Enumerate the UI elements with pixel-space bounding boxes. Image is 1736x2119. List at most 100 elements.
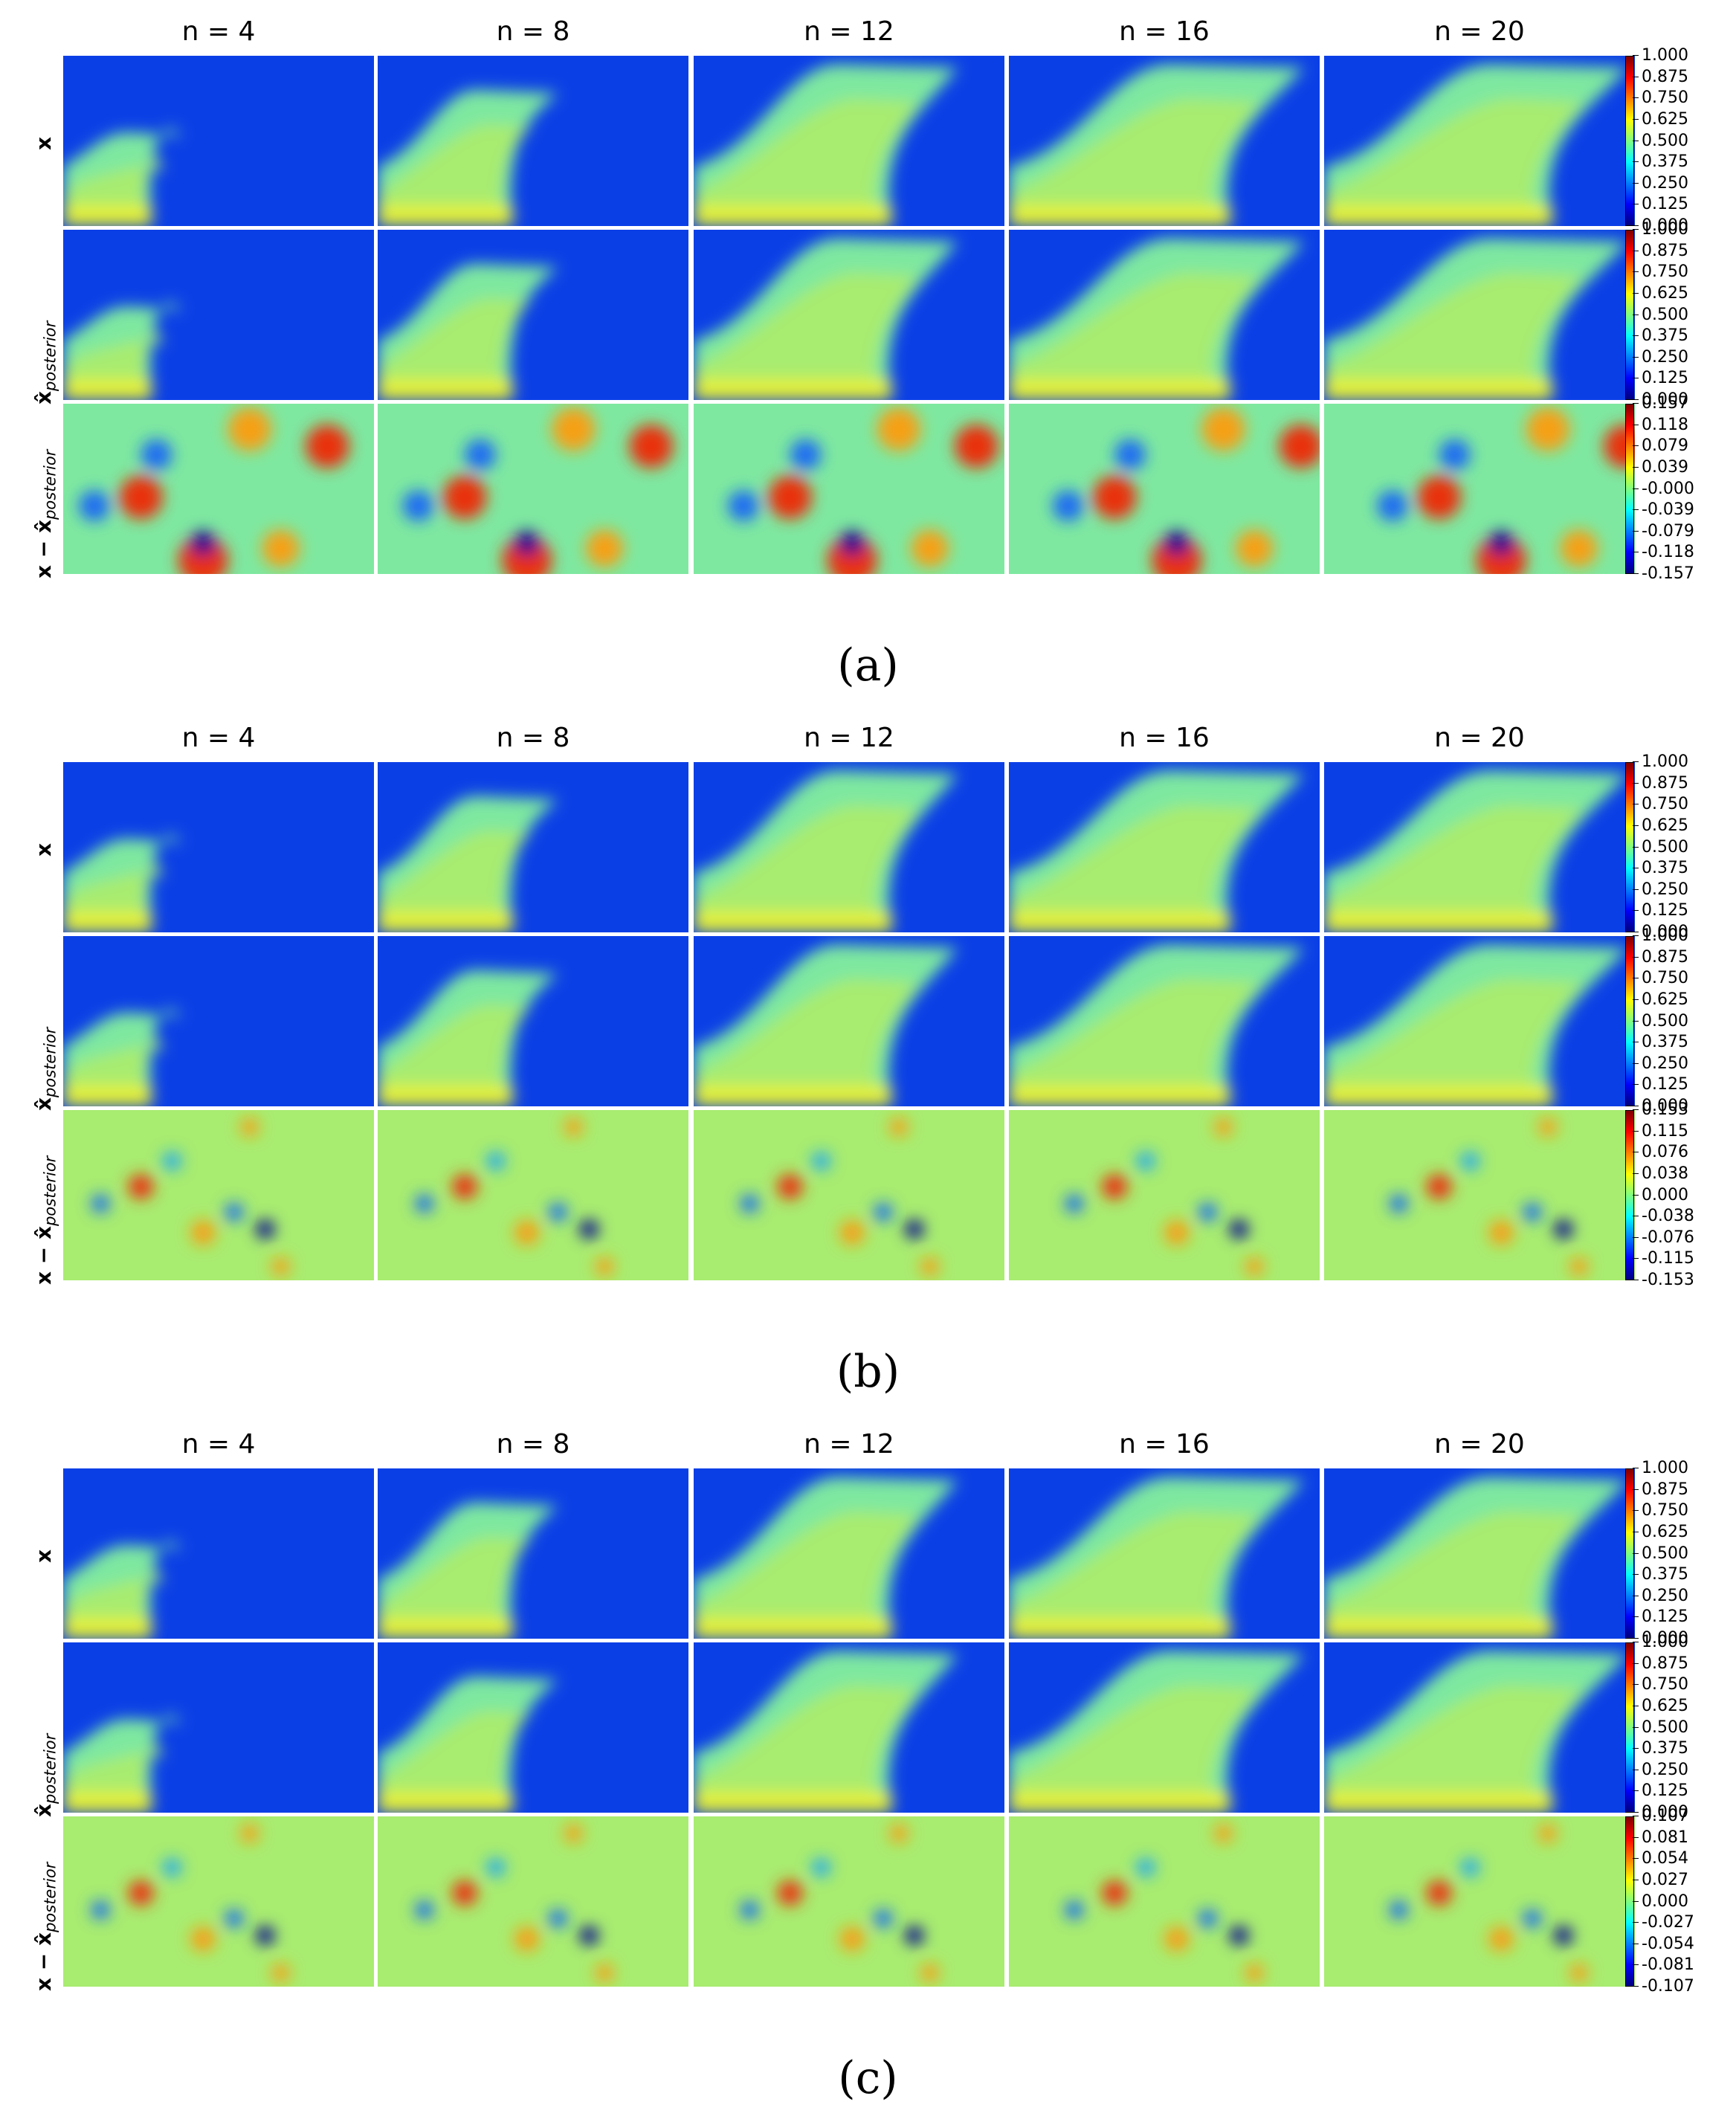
row-label-subscript: posterior (41, 449, 59, 520)
heatmap-cell (1009, 1816, 1320, 1987)
colorbar-tick-label: 0.625 (1633, 109, 1688, 129)
colorbar (1625, 1468, 1634, 1639)
colorbar-tick-label: 0.153 (1633, 1100, 1688, 1119)
row-label-main: x (31, 136, 56, 150)
colorbar-tick-label: 0.076 (1633, 1143, 1688, 1162)
row-label-main: x − x̂ (31, 1225, 56, 1285)
colorbar-tick-label: 0.875 (1633, 773, 1688, 793)
colorbar-tick-label: 0.625 (1633, 1522, 1688, 1541)
colorbar-tick-label: 0.875 (1633, 241, 1688, 260)
colorbar-tick-label: 0.750 (1633, 969, 1688, 988)
colorbar-tick-label: 0.875 (1633, 947, 1688, 967)
heatmap-cell (1324, 1468, 1635, 1639)
heatmap-cell (694, 762, 1004, 932)
heatmap-cell (63, 1816, 374, 1987)
heatmap-cell (1009, 56, 1320, 226)
colorbar (1625, 936, 1634, 1106)
colorbar-tick-label: 0.750 (1633, 262, 1688, 282)
heatmap-cell (1009, 1110, 1320, 1280)
colorbar-tick-label: 0.875 (1633, 1480, 1688, 1499)
row-label-subscript: posterior (41, 1862, 59, 1932)
colorbar-tick-label: 0.750 (1633, 1675, 1688, 1694)
heatmap-cell (378, 1642, 688, 1813)
colorbar-tick-label: 0.500 (1633, 837, 1688, 857)
colorbar-tick-label: -0.000 (1633, 479, 1694, 498)
colorbar-tick-label: 0.625 (1633, 1696, 1688, 1715)
heatmap-cell (63, 56, 374, 226)
colorbar-tick-label: 1.000 (1633, 220, 1688, 239)
column-title: n = 20 (1434, 1429, 1525, 1460)
colorbar-tick-label: 0.625 (1633, 283, 1688, 303)
column-title: n = 20 (1434, 723, 1525, 753)
colorbar (1625, 1816, 1634, 1987)
heatmap-cell (1009, 1468, 1320, 1639)
colorbar-tick-label: 0.250 (1633, 1586, 1688, 1605)
colorbar-tick-label: 0.500 (1633, 1718, 1688, 1737)
colorbar (1625, 230, 1634, 400)
colorbar-tick-label: -0.157 (1633, 564, 1694, 583)
row-label: x̂posterior (31, 320, 59, 404)
colorbar-tick-label: 0.081 (1633, 1828, 1688, 1847)
heatmap-cell (378, 1110, 688, 1280)
column-title: n = 4 (181, 723, 256, 753)
heatmap-cell (378, 936, 688, 1106)
colorbar-tick-label: 0.750 (1633, 88, 1688, 108)
colorbar-tick-label: 0.375 (1633, 326, 1688, 346)
heatmap-cell (63, 762, 374, 932)
heatmap-cell (694, 56, 1004, 226)
colorbar-tick-label: 0.750 (1633, 795, 1688, 814)
colorbar-tick-label: -0.153 (1633, 1271, 1694, 1289)
heatmap-cell (63, 1642, 374, 1813)
colorbar-tick-label: 0.000 (1633, 1629, 1688, 1648)
colorbar-tick-label: 0.000 (1633, 1803, 1688, 1822)
heatmap-cell (694, 936, 1004, 1106)
colorbar-tick-label: 0.875 (1633, 1654, 1688, 1673)
heatmap-cell (378, 1816, 688, 1987)
colorbar-tick-label: 0.375 (1633, 859, 1688, 878)
row-label: x̂posterior (31, 1733, 59, 1816)
heatmap-cell (694, 230, 1004, 400)
colorbar-tick-label: 0.157 (1633, 394, 1688, 413)
heatmap-cell (694, 404, 1004, 574)
colorbar-tick-label: -0.115 (1633, 1249, 1694, 1268)
colorbar-tick-label: -0.107 (1633, 1977, 1694, 1996)
column-title: n = 16 (1119, 1429, 1210, 1460)
colorbar-tick-label: -0.076 (1633, 1228, 1694, 1247)
colorbar-tick-label: 0.125 (1633, 195, 1688, 214)
colorbar-tick-label: -0.079 (1633, 521, 1694, 541)
colorbar-tick-label: -0.054 (1633, 1934, 1694, 1953)
row-label: x − x̂posterior (31, 1155, 59, 1284)
heatmap-cell (694, 1110, 1004, 1280)
panel-caption: (b) (836, 1346, 900, 1398)
colorbar-tick-label: 0.000 (1633, 390, 1688, 409)
colorbar (1625, 404, 1634, 574)
row-label-main: x (31, 1549, 56, 1563)
colorbar-tick-label: 0.375 (1633, 1565, 1688, 1584)
column-title: n = 16 (1119, 16, 1210, 47)
colorbar-tick-label: 0.500 (1633, 305, 1688, 324)
row-label-subscript: posterior (41, 1733, 59, 1804)
heatmap-cell (1324, 56, 1635, 226)
colorbar-tick-label: 0.750 (1633, 1501, 1688, 1520)
colorbar-tick-label: -0.081 (1633, 1955, 1694, 1975)
colorbar (1625, 1642, 1634, 1813)
row-label: x (31, 1549, 56, 1562)
column-title: n = 4 (181, 1429, 256, 1460)
column-title: n = 12 (804, 723, 894, 753)
colorbar-tick-label: 0.125 (1633, 1607, 1688, 1627)
heatmap-cell (63, 1468, 374, 1639)
heatmap-cell (1009, 936, 1320, 1106)
heatmap-cell (694, 1642, 1004, 1813)
heatmap-cell (1324, 762, 1635, 932)
colorbar-tick-label: 0.000 (1633, 1185, 1688, 1204)
colorbar-tick-label: 1.000 (1633, 1459, 1688, 1477)
heatmap-cell (1324, 1110, 1635, 1280)
heatmap-cell (63, 230, 374, 400)
colorbar-tick-label: -0.038 (1633, 1207, 1694, 1226)
colorbar-tick-label: -0.039 (1633, 500, 1694, 520)
colorbar-tick-label: 0.000 (1633, 1891, 1688, 1911)
column-title: n = 12 (804, 1429, 894, 1460)
colorbar-tick-label: 0.875 (1633, 67, 1688, 86)
colorbar-tick-label: 0.054 (1633, 1849, 1688, 1868)
colorbar-tick-label: 0.000 (1633, 216, 1688, 235)
